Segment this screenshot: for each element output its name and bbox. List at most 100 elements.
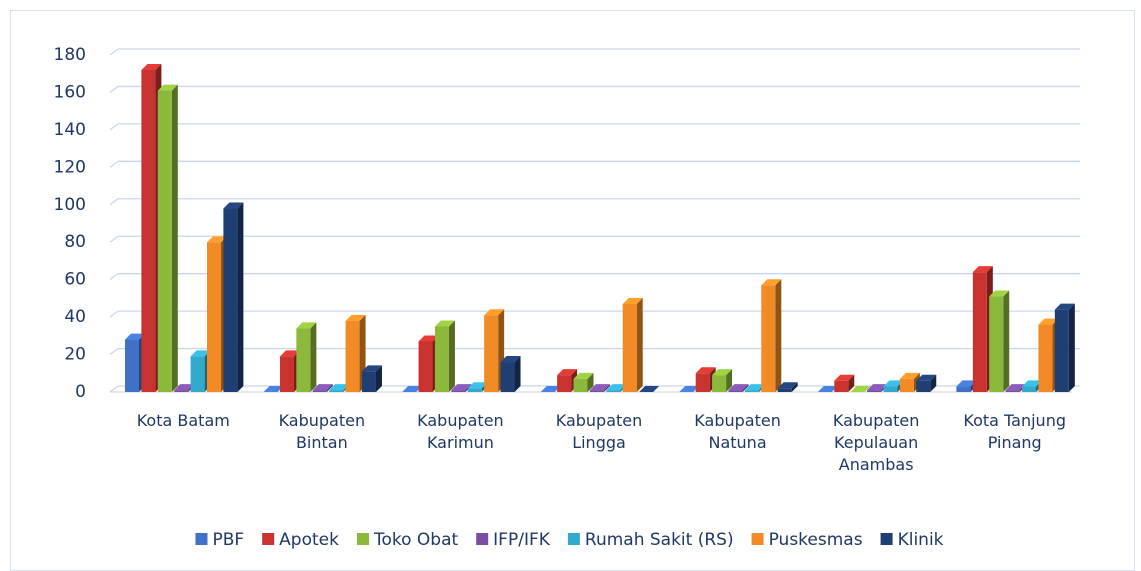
bar-side (603, 384, 610, 392)
y-tick-label: 140 (54, 120, 86, 140)
grid-line-depth (109, 273, 119, 281)
bar (899, 378, 914, 392)
bar (434, 326, 449, 392)
bar-side (930, 374, 937, 392)
bar-top (606, 384, 627, 391)
grid-line-depth (109, 48, 119, 56)
grid-line-depth (109, 123, 119, 131)
y-tick-label: 20 (64, 345, 86, 365)
bar-top (141, 63, 162, 70)
bar (329, 390, 344, 392)
x-tick-label: Kabupaten Karimun (417, 411, 504, 452)
bar-top (263, 386, 284, 392)
bar-top (329, 384, 350, 391)
legend-label: Klinik (898, 530, 944, 550)
bar-top (434, 320, 455, 327)
bar-side (375, 365, 382, 392)
bar-top (1005, 384, 1026, 391)
bar (312, 390, 327, 392)
bar-top (956, 380, 977, 387)
bar (1038, 324, 1053, 392)
x-tick-label: Kabupaten Natuna (694, 411, 781, 452)
legend-swatch (751, 533, 764, 545)
bar-top (972, 266, 993, 273)
x-tick-label: Kabupaten Bintan (278, 411, 366, 452)
bar (1022, 386, 1037, 392)
legend-label: Puskesmas (769, 530, 863, 550)
bar-top (817, 386, 838, 392)
grid-line-depth (109, 160, 119, 168)
bar (207, 242, 221, 392)
bar (972, 272, 987, 392)
bar (223, 208, 238, 392)
bar (622, 304, 637, 392)
y-tick-label: 0 (75, 382, 86, 402)
bar (418, 341, 433, 392)
legend-swatch (567, 533, 580, 545)
legend-swatch (476, 533, 489, 545)
bar-top (777, 382, 798, 389)
bar (989, 296, 1004, 392)
bar-top (899, 372, 920, 379)
bar-top (500, 356, 521, 363)
bar-side (791, 382, 798, 392)
bar (467, 388, 482, 392)
bar (500, 362, 515, 392)
bar (361, 371, 376, 392)
bar-side (775, 279, 782, 392)
bar-side (1003, 290, 1010, 392)
y-tick-label: 80 (64, 232, 86, 252)
bar-top (223, 202, 244, 209)
bar-side (326, 384, 333, 392)
bar-side (171, 84, 178, 393)
bar-top (190, 350, 211, 357)
legend-label: Rumah Sakit (RS) (585, 530, 734, 550)
legend-swatch (356, 533, 369, 545)
legend-swatch (195, 533, 208, 545)
bar-top (451, 384, 472, 391)
bar (1005, 390, 1020, 392)
x-tick-label: Kabupaten Lingga (555, 411, 643, 452)
bar-top (1038, 318, 1059, 325)
bar (484, 315, 499, 392)
bar-top (157, 84, 178, 91)
bar-top (467, 382, 488, 389)
bar-top (728, 384, 749, 391)
bar-top (850, 386, 871, 392)
bar-side (448, 320, 455, 392)
grid-line-depth (109, 85, 119, 93)
bar-side (237, 202, 244, 392)
bar-top (883, 380, 904, 387)
bar-top (125, 333, 145, 340)
bar-top (695, 367, 716, 374)
y-tick-label: 180 (54, 45, 86, 65)
legend-label: Apotek (279, 530, 339, 550)
bar (606, 390, 621, 392)
grid-line-depth (109, 385, 119, 393)
bar-top (679, 386, 700, 392)
y-tick-label: 100 (54, 195, 86, 215)
bar-top (834, 374, 855, 381)
bar (190, 356, 205, 392)
bar-top (1054, 303, 1075, 310)
bar (956, 386, 971, 392)
bar (834, 380, 849, 392)
bar-top (573, 372, 594, 379)
bar-top (761, 279, 782, 286)
bar (125, 339, 139, 392)
legend-label: PBF (212, 530, 244, 550)
bar-top (312, 384, 333, 391)
bar-side (848, 374, 855, 392)
bar-side (587, 372, 594, 392)
bar-side (514, 356, 521, 392)
bar-top (867, 384, 888, 391)
bar (867, 390, 882, 392)
bar (728, 390, 743, 392)
bar-top (989, 290, 1010, 297)
y-tick-label: 160 (54, 82, 86, 102)
bar (695, 373, 710, 392)
bar-top (916, 374, 937, 381)
bar (712, 375, 727, 392)
